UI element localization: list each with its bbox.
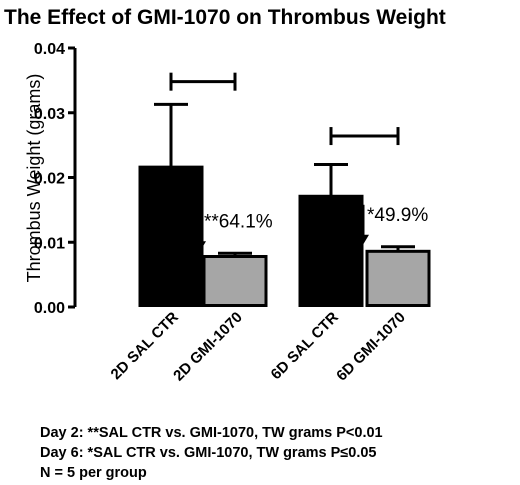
- percent-annotation: *49.9%: [367, 205, 428, 226]
- category-label: 6D SAL CTR: [268, 309, 342, 383]
- annotations: **64.1% *49.9%: [169, 72, 428, 252]
- y-tick-label: 0.01: [34, 235, 65, 252]
- y-tick-label: 0.03: [34, 106, 65, 123]
- bars: [138, 102, 431, 308]
- percent-annotation: **64.1%: [204, 211, 273, 232]
- y-axis: 0.00 0.01 0.02 0.03 0.04: [34, 41, 77, 317]
- y-tick-label: 0.00: [34, 300, 65, 317]
- arrow-head-icon: [194, 241, 206, 252]
- y-tick-label: 0.02: [34, 171, 65, 188]
- chart-title: The Effect of GMI-1070 on Thrombus Weigh…: [4, 6, 446, 29]
- footnote-day2: Day 2: **SAL CTR vs. GMI-1070, TW grams …: [40, 425, 383, 441]
- arrow-head-icon: [357, 234, 369, 245]
- footnote-n: N = 5 per group: [40, 465, 147, 481]
- category-label: 2D GMI-1070: [170, 309, 246, 385]
- y-tick-label: 0.04: [34, 41, 65, 58]
- bar: [138, 165, 204, 307]
- y-axis-label: Thrombus Weight (grams): [24, 74, 44, 283]
- bar: [298, 194, 364, 307]
- chart: The Effect of GMI-1070 on Thrombus Weigh…: [4, 6, 446, 385]
- footnote-day6: Day 6: *SAL CTR vs. GMI-1070, TW grams P…: [40, 445, 377, 461]
- bar: [365, 249, 431, 308]
- bar: [202, 254, 268, 307]
- category-label: 6D GMI-1070: [333, 309, 409, 385]
